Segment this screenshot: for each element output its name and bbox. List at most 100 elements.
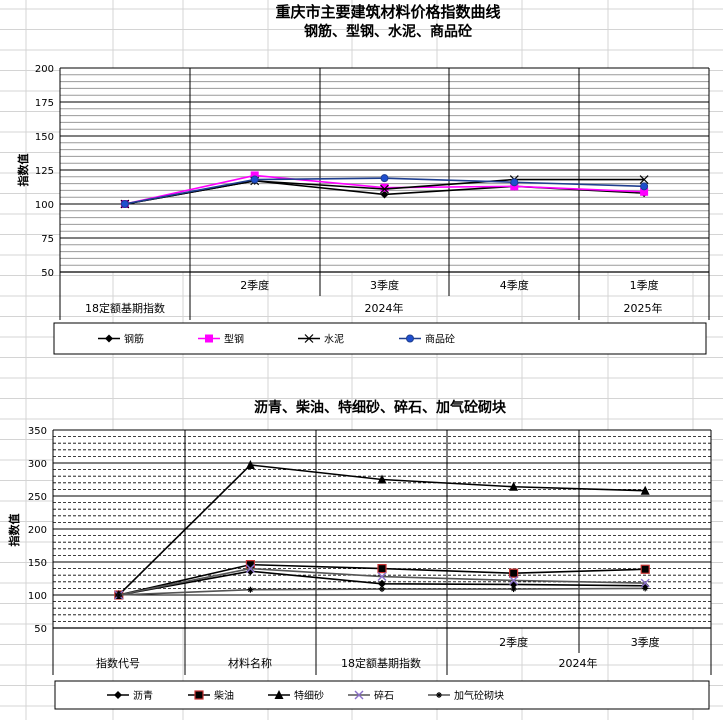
- y-tick-label: 125: [35, 166, 54, 177]
- data-point: [640, 578, 650, 588]
- y-tick-label: 300: [28, 459, 47, 470]
- legend-marker: [194, 690, 204, 700]
- chart2-title: 沥青、柴油、特细砂、碎石、加气砼砌块: [254, 399, 507, 416]
- x-label-quarter: 3季度: [631, 635, 660, 649]
- x-label-group: 指数代号: [96, 656, 140, 670]
- x-label-group: 2024年: [559, 656, 598, 670]
- y-tick-label: 150: [28, 558, 47, 569]
- marker-stroke: [380, 184, 389, 194]
- data-point: [245, 459, 255, 469]
- x-label-group: 材料名称: [228, 656, 272, 670]
- data-point: [509, 568, 519, 578]
- data-point: [640, 187, 649, 196]
- y-tick-label: 350: [28, 426, 47, 437]
- data-point: [640, 485, 650, 495]
- series-加气砼砌块: [115, 585, 649, 598]
- data-point: [120, 200, 129, 208]
- marker-stroke: [304, 334, 314, 343]
- data-point: [642, 585, 649, 592]
- chart2-ylabel: 指数值: [7, 514, 21, 547]
- marker-stroke: [245, 564, 255, 574]
- chart1-subtitle: 钢筋、型钢、水泥、商品砼: [304, 23, 473, 40]
- data-point: [250, 175, 259, 184]
- legend-label: 型钢: [224, 333, 244, 346]
- data-point: [380, 184, 389, 194]
- marker-stroke: [640, 578, 650, 588]
- chart1: 50 75 100 125 150 175 200 2季度 3季度 4季度 1季度 18定额基期指数 2…: [35, 64, 710, 355]
- data-point: [377, 572, 387, 582]
- y-tick-label: 50: [41, 268, 54, 279]
- x-label-group: 2025年: [624, 301, 663, 315]
- legend-item: 柴油: [188, 689, 234, 702]
- data-point: [245, 560, 255, 570]
- y-tick-label: 100: [35, 200, 54, 211]
- x-label-quarter: 3季度: [370, 278, 399, 292]
- legend-item: 沥青: [107, 689, 153, 702]
- x-label-quarter: 1季度: [630, 278, 659, 292]
- legend-marker: [105, 334, 113, 343]
- y-tick-label: 50: [34, 624, 47, 635]
- legend-item: 商品砼: [399, 333, 455, 346]
- y-tick-label: 100: [28, 591, 47, 602]
- marker-stroke: [377, 572, 387, 582]
- legend-label: 沥青: [133, 689, 153, 702]
- marker-stroke: [354, 690, 364, 700]
- legend-item: 特细砂: [268, 689, 324, 702]
- marker-stroke: [509, 575, 519, 585]
- legend-marker: [274, 690, 284, 699]
- legend-marker: [436, 692, 442, 698]
- data-point: [380, 190, 389, 199]
- marker-stroke: [511, 586, 516, 592]
- legend-item: 加气砼砌块: [428, 689, 504, 702]
- data-point: [640, 564, 650, 574]
- x-label-group: 2024年: [365, 301, 404, 315]
- legend-box: [53, 322, 707, 355]
- legend-marker: [114, 691, 122, 699]
- data-point: [377, 474, 387, 484]
- legend-label: 商品砼: [425, 333, 455, 346]
- legend-marker: [406, 334, 414, 343]
- legend-item: 型钢: [198, 333, 244, 346]
- marker-stroke: [116, 592, 122, 598]
- chart1-ylabel: 指数值: [16, 154, 30, 187]
- legend-label: 柴油: [214, 689, 234, 702]
- data-point: [245, 564, 255, 574]
- legend-label: 钢筋: [124, 333, 144, 346]
- legend-item: 钢筋: [98, 333, 144, 346]
- y-tick-label: 75: [41, 234, 54, 245]
- x-label-quarter: 2季度: [240, 278, 269, 292]
- y-tick-label: 150: [35, 132, 54, 143]
- marker-stroke: [642, 586, 648, 591]
- legend-marker: [205, 334, 213, 343]
- data-point: [377, 563, 387, 574]
- legend: 钢筋 型钢 水泥 商品砼: [53, 322, 707, 355]
- legend-label: 水泥: [324, 333, 344, 346]
- legend-marker: [304, 334, 314, 343]
- legend-box: [54, 680, 710, 710]
- x-label-quarter: 2季度: [499, 635, 528, 649]
- data-point: [639, 175, 649, 184]
- legend-label: 特细砂: [294, 689, 324, 702]
- data-point: [380, 174, 389, 183]
- data-point: [379, 586, 385, 593]
- data-point: [380, 183, 389, 192]
- data-point: [378, 579, 386, 588]
- legend-label: 加气砼砌块: [454, 689, 504, 702]
- legend-marker: [354, 690, 364, 700]
- data-point: [247, 586, 254, 593]
- x-label-quarter: 4季度: [500, 278, 529, 292]
- y-tick-label: 250: [28, 492, 47, 503]
- legend: 沥青 柴油 特细砂 碎石 加气砼砌块: [54, 680, 710, 710]
- data-point: [510, 178, 519, 187]
- data-point: [640, 182, 649, 191]
- x-label-group: 18定额基期指数: [341, 656, 421, 670]
- data-point: [509, 575, 519, 585]
- marker-stroke: [248, 587, 253, 593]
- series-商品砼: [120, 174, 649, 208]
- data-point: [250, 171, 259, 180]
- legend-item: 碎石: [348, 689, 394, 702]
- y-tick-label: 175: [35, 98, 54, 109]
- x-label-group: 18定额基期指数: [85, 301, 165, 315]
